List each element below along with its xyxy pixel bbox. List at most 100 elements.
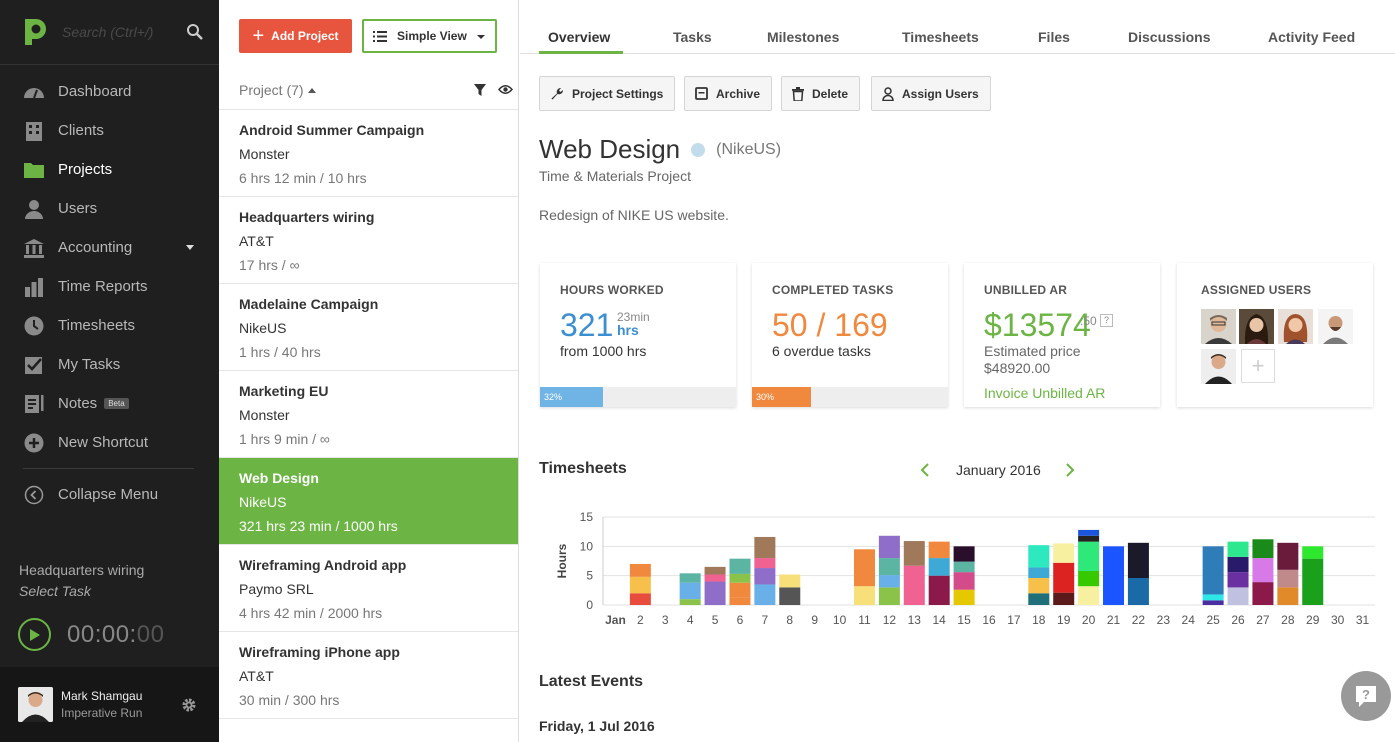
archive-button[interactable]: Archive [684, 76, 773, 111]
sidebar-item-new-shortcut[interactable]: New Shortcut [0, 423, 219, 462]
bar-segment [779, 587, 801, 605]
x-tick-label: 11 [858, 613, 871, 627]
x-tick-label: 20 [1082, 613, 1096, 627]
help-chat-button[interactable]: ? [1341, 671, 1391, 721]
project-list-header[interactable]: Project (7) [239, 82, 316, 98]
project-hours: 1 hrs / 40 hrs [239, 344, 321, 360]
overdue-tasks: 6 overdue tasks [772, 343, 871, 359]
avatar[interactable] [1278, 309, 1313, 344]
archive-label: Archive [716, 86, 761, 101]
assigned-users-card: ASSIGNED USERS + [1177, 263, 1373, 407]
project-list-item[interactable]: Android Summer Campaign Monster 6 hrs 12… [219, 110, 518, 197]
tab-timesheets[interactable]: Timesheets [902, 29, 979, 45]
bar-segment [1277, 542, 1299, 570]
play-button[interactable] [18, 618, 51, 651]
bar-segment [1202, 600, 1224, 605]
chevron-left-icon[interactable] [920, 463, 930, 477]
tasks-value: 50 / 169 [772, 307, 888, 343]
user-icon [23, 198, 45, 220]
bar-segment [928, 558, 950, 576]
paymo-logo-icon[interactable] [22, 17, 48, 47]
avatar[interactable] [18, 687, 53, 722]
add-user-button[interactable]: + [1241, 349, 1275, 383]
sidebar-item-label: Time Reports [58, 278, 148, 295]
sidebar-item-time-reports[interactable]: Time Reports [0, 267, 219, 306]
sidebar-item-notes[interactable]: Notes Beta [0, 384, 219, 423]
add-project-button[interactable]: + Add Project [239, 19, 352, 53]
project-hours: 6 hrs 12 min / 10 hrs [239, 170, 367, 186]
search-icon[interactable] [186, 23, 204, 41]
avatar[interactable] [1318, 309, 1353, 344]
projects-toolbar: + Add Project Simple View Project (7) [219, 0, 518, 110]
building-icon [23, 120, 45, 142]
project-list-item[interactable]: Headquarters wiring AT&T 17 hrs / ∞ [219, 197, 518, 284]
project-list-item[interactable]: Marketing EU Monster 1 hrs 9 min / ∞ [219, 371, 518, 458]
bar-segment [629, 576, 651, 594]
tab-discussions[interactable]: Discussions [1128, 29, 1211, 45]
x-tick-label: 14 [933, 613, 947, 627]
avatar[interactable] [1201, 349, 1236, 384]
project-name: Wireframing Android app [239, 557, 407, 573]
project-client-label[interactable]: (NikeUS) [716, 140, 782, 158]
sidebar-item-users[interactable]: Users [0, 189, 219, 228]
bank-icon [23, 237, 45, 259]
project-list-item[interactable]: Wireframing Android app Paymo SRL 4 hrs … [219, 545, 518, 632]
chevron-down-icon [186, 245, 194, 250]
running-project[interactable]: Headquarters wiring [19, 562, 145, 578]
sidebar-item-clients[interactable]: Clients [0, 111, 219, 150]
sidebar-item-my-tasks[interactable]: My Tasks [0, 345, 219, 384]
invoice-unbilled-link[interactable]: Invoice Unbilled AR [984, 385, 1106, 401]
tab-overview[interactable]: Overview [548, 29, 611, 45]
eye-icon[interactable] [498, 84, 513, 95]
avatar[interactable] [1201, 309, 1236, 344]
bar-segment [704, 581, 726, 605]
project-name: Web Design [239, 470, 319, 486]
tab-milestones[interactable]: Milestones [767, 29, 840, 45]
beta-badge: Beta [104, 398, 129, 409]
help-icon[interactable]: ? [1100, 314, 1113, 327]
bar-segment [1053, 562, 1075, 593]
x-tick-label: 10 [833, 613, 847, 627]
tab-tasks[interactable]: Tasks [673, 29, 712, 45]
project-list-item[interactable]: Madelaine Campaign NikeUS 1 hrs / 40 hrs [219, 284, 518, 371]
bar-segment [1277, 587, 1299, 605]
assign-users-button[interactable]: Assign Users [871, 76, 991, 111]
sidebar-item-projects[interactable]: Projects [0, 150, 219, 189]
project-list-item[interactable]: Wireframing iPhone app AT&T 30 min / 300… [219, 632, 518, 719]
bar-segment [629, 563, 651, 577]
tab-files[interactable]: Files [1038, 29, 1070, 45]
add-project-label: Add Project [271, 29, 339, 43]
tab-activity-feed[interactable]: Activity Feed [1268, 29, 1356, 45]
bar-segment [1127, 578, 1149, 605]
collapse-menu-button[interactable]: Collapse Menu [0, 475, 219, 514]
view-select[interactable]: Simple View [362, 19, 497, 53]
estimated-price-label: Estimated price [984, 343, 1081, 359]
select-task-link[interactable]: Select Task [19, 583, 91, 599]
chevron-down-icon [477, 35, 485, 39]
chevron-right-icon[interactable] [1065, 463, 1075, 477]
x-tick-label: 15 [957, 613, 971, 627]
avatar[interactable] [1239, 309, 1274, 344]
project-settings-button[interactable]: Project Settings [539, 76, 676, 111]
sidebar-item-timesheets[interactable]: Timesheets [0, 306, 219, 345]
sidebar-item-dashboard[interactable]: Dashboard [0, 72, 219, 111]
timer-main: 00:00: [67, 620, 137, 648]
latest-events-title: Latest Events [539, 673, 644, 690]
sidebar-nav: Dashboard Clients Projects Users Account… [0, 65, 219, 514]
project-name: Madelaine Campaign [239, 296, 379, 312]
bar-segment [679, 582, 701, 600]
search-input[interactable] [62, 24, 172, 40]
filter-icon[interactable] [473, 83, 487, 97]
sidebar-item-label: Timesheets [58, 317, 135, 334]
sidebar-item-accounting[interactable]: Accounting [0, 228, 219, 267]
project-name: Marketing EU [239, 383, 329, 399]
timesheets-title: Timesheets [539, 460, 627, 477]
main-content: Overview Tasks Milestones Timesheets Fil… [520, 0, 1395, 742]
hours-budget: from 1000 hrs [560, 343, 647, 359]
project-color-dot [691, 142, 706, 157]
unbilled-value: $13574 [984, 307, 1091, 343]
user-name[interactable]: Mark Shamgau [61, 689, 143, 703]
project-list-item-selected[interactable]: Web Design NikeUS 321 hrs 23 min / 1000 … [219, 458, 518, 545]
gear-icon[interactable] [181, 697, 197, 713]
delete-button[interactable]: Delete [781, 76, 861, 111]
